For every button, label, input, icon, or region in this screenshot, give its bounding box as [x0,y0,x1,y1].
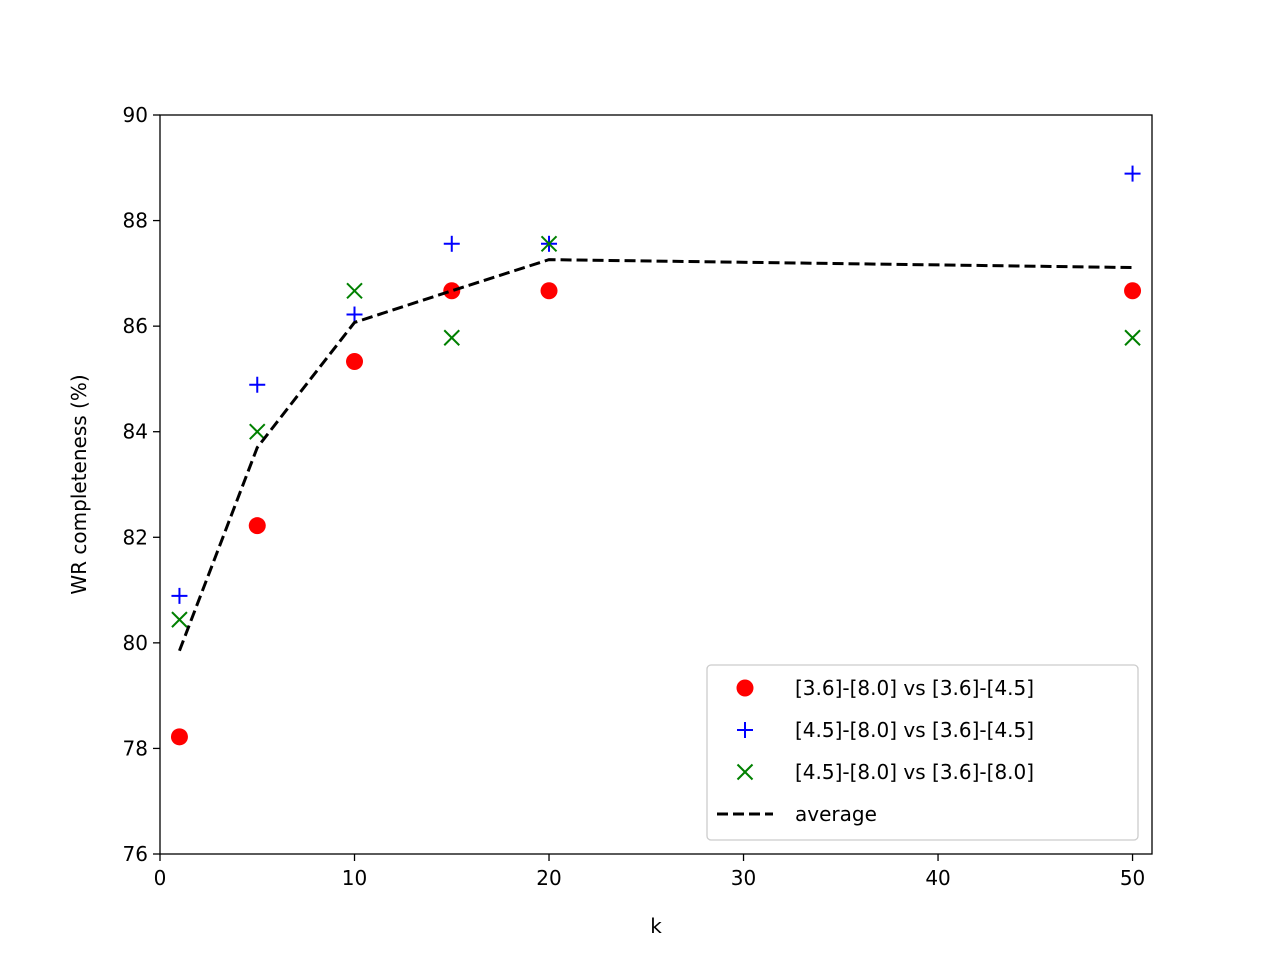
data-point [171,587,188,604]
data-point [346,353,364,371]
data-point [249,376,266,393]
y-tick-label: 78 [123,736,148,760]
legend-frame [706,664,1139,841]
data-point [248,517,266,535]
legend-entry: [4.5]-[8.0] vs [3.6]-[4.5] [737,718,1034,742]
data-point [1124,282,1142,300]
series-1 [171,165,1141,604]
y-tick-label: 82 [123,525,148,549]
data-point [1124,165,1141,182]
x-tick-label: 50 [1120,866,1145,890]
x-tick-label: 0 [154,866,167,890]
plot-frame [159,114,1153,855]
legend-label: [4.5]-[8.0] vs [3.6]-[4.5] [795,718,1034,742]
axes: 0 10 20 30 40 50 76 78 80 82 84 86 88 90 [123,103,1146,890]
data-point [170,728,188,746]
y-tick-label: 90 [123,103,148,127]
y-tick-label: 88 [123,209,148,233]
data-point [443,282,461,300]
data-point [346,282,363,299]
y-tick-label: 84 [123,420,148,444]
data-point [443,235,460,252]
x-tick-label: 10 [342,866,367,890]
y-tick-label: 80 [123,631,148,655]
x-tick-label: 30 [731,866,756,890]
legend-entry: average [717,802,877,826]
data-point [443,329,460,346]
y-tick-label: 76 [123,842,148,866]
data-point [540,282,558,300]
data-point [346,306,363,323]
legend-entry: [3.6]-[8.0] vs [3.6]-[4.5] [736,676,1034,700]
legend-swatch [736,763,754,781]
x-axis-label: k [650,914,662,938]
y-axis-label: WR completeness (%) [67,374,91,594]
series-3 [178,258,1133,652]
legend-swatch [736,679,754,697]
series-0 [170,282,1142,746]
legend: [3.6]-[8.0] vs [3.6]-[4.5] [4.5]-[8.0] vs… [706,664,1139,841]
legend-label: [3.6]-[8.0] vs [3.6]-[4.5] [795,676,1034,700]
x-tick-label: 40 [925,866,950,890]
legend-label: [4.5]-[8.0] vs [3.6]-[8.0] [795,760,1034,784]
data-point [1124,329,1141,346]
legend-entry: [4.5]-[8.0] vs [3.6]-[8.0] [736,760,1034,784]
data-point [249,423,266,440]
data-point [540,235,558,253]
series-2 [171,235,1141,628]
y-tick-label: 86 [123,314,148,338]
legend-label: average [795,802,877,826]
average-line [178,258,1133,652]
chart-marks [170,165,1142,746]
data-point [171,611,188,628]
legend-swatch [737,722,753,738]
x-tick-label: 20 [536,866,561,890]
